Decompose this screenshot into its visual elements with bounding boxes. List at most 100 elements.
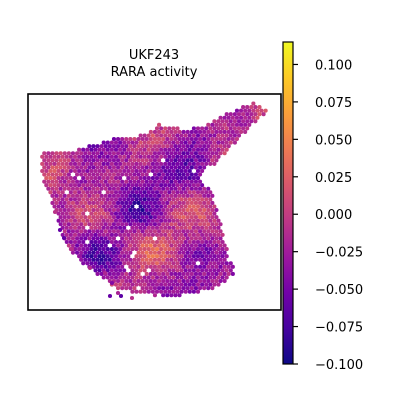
tissue-spot bbox=[66, 165, 71, 170]
tissue-spot bbox=[175, 218, 180, 223]
tissue-spot bbox=[93, 190, 98, 195]
tissue-spot bbox=[212, 133, 217, 138]
tissue-spot bbox=[161, 243, 166, 248]
tissue-spot bbox=[109, 154, 114, 159]
tissue-spot bbox=[208, 204, 213, 209]
tissue-spot bbox=[220, 126, 225, 131]
tissue-spot bbox=[146, 161, 151, 166]
tissue-spot bbox=[109, 147, 114, 152]
tissue-spot bbox=[222, 271, 227, 277]
tissue-spot bbox=[105, 183, 110, 188]
tissue-spot bbox=[251, 115, 256, 120]
tissue-spot bbox=[103, 257, 108, 262]
tissue-spot bbox=[75, 229, 80, 234]
tissue-spot bbox=[208, 133, 213, 138]
tissue-spot bbox=[159, 147, 164, 152]
tissue-spot bbox=[175, 261, 180, 266]
tissue-spot bbox=[171, 225, 176, 230]
tissue-spot bbox=[159, 168, 164, 174]
tissue-spot bbox=[120, 144, 125, 149]
tissue-spot bbox=[97, 211, 102, 216]
tissue-spot bbox=[85, 168, 90, 174]
tissue-spot bbox=[128, 215, 133, 220]
tissue-spot bbox=[198, 279, 203, 284]
tissue-spot bbox=[111, 208, 116, 213]
tissue-spot bbox=[150, 147, 155, 152]
tissue-spot bbox=[99, 172, 104, 177]
tissue-spot bbox=[103, 193, 108, 198]
tissue-spot bbox=[159, 275, 164, 280]
tissue-spot bbox=[95, 264, 100, 269]
tissue-spot bbox=[222, 137, 227, 142]
tissue-spot bbox=[181, 193, 186, 198]
tissue-spot bbox=[204, 140, 209, 145]
tissue-spot bbox=[93, 261, 98, 266]
tissue-spot bbox=[138, 268, 143, 273]
tissue-spot bbox=[148, 250, 153, 255]
tissue-spot bbox=[212, 261, 217, 266]
tissue-spot bbox=[185, 286, 190, 291]
tissue-spot bbox=[89, 176, 94, 181]
tissue-spot bbox=[132, 279, 137, 284]
tissue-spot bbox=[210, 122, 215, 127]
tissue-spot bbox=[148, 222, 153, 227]
tissue-spot bbox=[169, 250, 174, 255]
tissue-spot bbox=[193, 144, 198, 149]
tissue-spot bbox=[216, 119, 221, 124]
tissue-spot bbox=[212, 218, 217, 223]
tissue-spot bbox=[52, 183, 57, 188]
tissue-spot bbox=[81, 197, 86, 202]
tissue-spot bbox=[154, 204, 160, 209]
tissue-spot bbox=[95, 172, 100, 177]
tissue-spot bbox=[116, 200, 121, 205]
tissue-spot bbox=[101, 140, 106, 145]
tissue-spot bbox=[232, 126, 237, 131]
tissue-spot bbox=[75, 250, 80, 255]
tissue-spot bbox=[130, 282, 135, 287]
tissue-spot bbox=[144, 193, 149, 198]
tissue-spot bbox=[232, 133, 237, 138]
tissue-spot bbox=[113, 268, 119, 273]
tissue-spot bbox=[191, 197, 196, 202]
tissue-spot bbox=[204, 154, 209, 159]
tissue-spot bbox=[72, 183, 78, 188]
tissue-spot bbox=[187, 268, 192, 273]
tissue-spot bbox=[144, 186, 149, 191]
tissue-spot bbox=[52, 209, 58, 215]
tissue-spot bbox=[140, 236, 145, 241]
tissue-spot bbox=[56, 211, 61, 216]
tissue-spot bbox=[243, 129, 248, 134]
tissue-spot bbox=[144, 257, 149, 262]
tissue-spot bbox=[169, 286, 174, 291]
tissue-spot bbox=[148, 279, 153, 284]
tissue-spot bbox=[234, 108, 239, 113]
tissue-spot bbox=[200, 218, 205, 223]
tissue-spot bbox=[193, 286, 198, 291]
tissue-spot bbox=[81, 204, 86, 209]
tissue-spot bbox=[140, 208, 145, 213]
tissue-spot bbox=[249, 119, 254, 124]
tissue-spot bbox=[58, 222, 63, 227]
tissue-spot bbox=[171, 140, 176, 145]
tissue-spot bbox=[142, 247, 147, 252]
tissue-spot bbox=[105, 140, 110, 145]
tissue-spot bbox=[118, 261, 123, 266]
colorbar-tick-label: 0.025 bbox=[315, 171, 352, 186]
tissue-spot bbox=[111, 137, 116, 142]
tissue-spot bbox=[202, 264, 207, 269]
tissue-spot bbox=[136, 151, 141, 156]
tissue-spot bbox=[165, 279, 170, 284]
tissue-spot bbox=[130, 211, 135, 216]
tissue-spot bbox=[62, 222, 67, 227]
tissue-spot bbox=[120, 271, 125, 277]
tissue-spot bbox=[195, 176, 201, 181]
tissue-spot bbox=[157, 165, 162, 170]
tissue-spot bbox=[263, 108, 268, 113]
tissue-spot bbox=[167, 239, 172, 245]
tissue-spot bbox=[126, 254, 131, 259]
tissue-spot bbox=[212, 232, 217, 237]
tissue-spot bbox=[247, 108, 252, 113]
tissue-spot bbox=[193, 271, 198, 277]
tissue-spot bbox=[218, 144, 223, 149]
tissue-spot bbox=[163, 289, 168, 294]
